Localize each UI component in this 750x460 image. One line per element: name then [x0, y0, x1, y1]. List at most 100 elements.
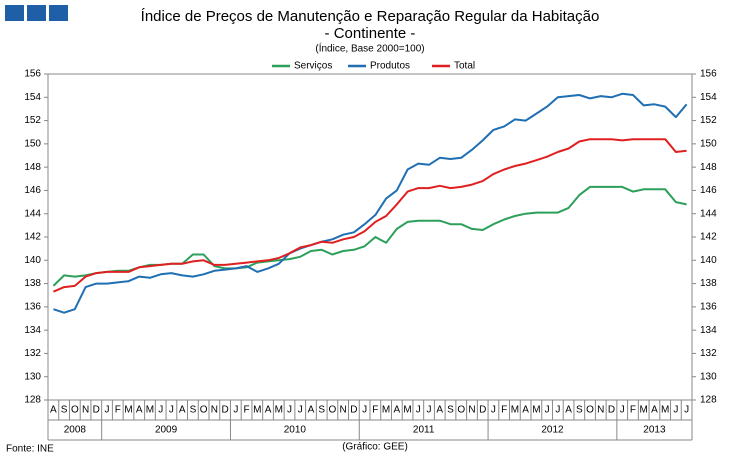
x-tick-label: N — [597, 405, 604, 416]
x-tick-label: J — [416, 405, 421, 416]
x-tick-label: J — [362, 405, 367, 416]
y-tick-label: 136 — [24, 301, 41, 312]
x-tick-label: D — [479, 405, 486, 416]
x-tick-label: A — [179, 405, 186, 416]
x-tick-label: N — [211, 405, 218, 416]
x-tick-label: J — [427, 405, 432, 416]
y-tick-label: 142 — [24, 232, 41, 243]
y-tick-label: 140 — [24, 255, 41, 266]
x-tick-label: S — [61, 405, 68, 416]
y2-tick-label: 152 — [700, 115, 717, 126]
year-label: 2008 — [64, 425, 87, 436]
y2-tick-label: 130 — [700, 371, 717, 382]
x-tick-label: A — [308, 405, 315, 416]
x-tick-label: A — [136, 405, 143, 416]
x-tick-label: D — [608, 405, 615, 416]
x-tick-label: M — [253, 405, 261, 416]
series-line — [53, 92, 688, 314]
x-tick-label: M — [640, 405, 648, 416]
logo-square — [5, 5, 24, 21]
x-tick-label: J — [555, 405, 560, 416]
y-tick-label: 156 — [24, 69, 41, 80]
year-label: 2012 — [541, 425, 564, 436]
x-tick-label: D — [350, 405, 357, 416]
x-tick-label: J — [684, 405, 689, 416]
y2-tick-label: 146 — [700, 185, 717, 196]
y-tick-label: 152 — [24, 115, 41, 126]
legend-label: Serviços — [294, 61, 332, 72]
x-tick-label: M — [146, 405, 154, 416]
y2-tick-label: 136 — [700, 301, 717, 312]
year-label: 2011 — [413, 425, 435, 436]
x-tick-label: A — [565, 405, 572, 416]
y2-tick-label: 154 — [700, 92, 717, 103]
y2-tick-label: 134 — [700, 325, 717, 336]
x-tick-label: D — [221, 405, 228, 416]
y-tick-label: 150 — [24, 138, 41, 149]
y2-tick-label: 150 — [700, 138, 717, 149]
y2-tick-label: 156 — [700, 69, 717, 80]
x-tick-label: J — [158, 405, 163, 416]
source: Fonte: INE — [6, 444, 54, 455]
y2-tick-label: 144 — [700, 208, 717, 219]
x-tick-label: M — [511, 405, 519, 416]
y2-tick-label: 140 — [700, 255, 717, 266]
x-tick-label: J — [545, 405, 550, 416]
unit-note: (Índice, Base 2000=100) — [315, 42, 424, 55]
y2-tick-label: 128 — [700, 395, 717, 406]
legend-label: Produtos — [370, 61, 410, 72]
x-tick-label: F — [501, 405, 507, 416]
x-tick-label: J — [298, 405, 303, 416]
x-tick-label: J — [620, 405, 625, 416]
series-line — [53, 138, 687, 293]
x-tick-label: F — [372, 405, 378, 416]
x-tick-label: O — [200, 405, 208, 416]
x-tick-label: J — [233, 405, 238, 416]
x-tick-label: M — [532, 405, 540, 416]
x-tick-label: A — [651, 405, 658, 416]
x-tick-label: N — [340, 405, 347, 416]
year-label: 2010 — [284, 425, 307, 436]
y-tick-label: 132 — [24, 348, 41, 359]
chart-subtitle: - Continente - — [325, 25, 416, 42]
x-tick-label: O — [457, 405, 465, 416]
logo-square — [27, 5, 46, 21]
x-tick-label: F — [244, 405, 250, 416]
x-tick-label: M — [124, 405, 132, 416]
x-tick-label: M — [275, 405, 283, 416]
y-tick-label: 146 — [24, 185, 41, 196]
y2-tick-label: 132 — [700, 348, 717, 359]
credit: (Gráfico: GEE) — [342, 442, 408, 453]
x-tick-label: S — [447, 405, 454, 416]
x-tick-label: A — [393, 405, 400, 416]
x-tick-label: F — [630, 405, 636, 416]
y2-tick-label: 148 — [700, 162, 717, 173]
legend-label: Total — [454, 61, 475, 72]
x-tick-label: N — [82, 405, 89, 416]
y-tick-label: 134 — [24, 325, 41, 336]
y-tick-label: 128 — [24, 395, 41, 406]
x-tick-label: S — [318, 405, 325, 416]
y-tick-label: 148 — [24, 162, 41, 173]
x-tick-label: N — [468, 405, 475, 416]
year-label: 2009 — [155, 425, 178, 436]
y2-tick-label: 142 — [700, 232, 717, 243]
y-tick-label: 154 — [24, 92, 41, 103]
x-tick-label: J — [105, 405, 110, 416]
x-tick-label: A — [436, 405, 443, 416]
logo-square — [49, 5, 68, 21]
x-tick-label: O — [71, 405, 79, 416]
x-tick-label: J — [491, 405, 496, 416]
x-tick-label: M — [382, 405, 390, 416]
x-tick-label: O — [329, 405, 337, 416]
x-tick-label: D — [93, 405, 100, 416]
x-tick-label: J — [673, 405, 678, 416]
x-tick-label: J — [287, 405, 292, 416]
x-tick-label: O — [586, 405, 594, 416]
x-tick-label: M — [403, 405, 411, 416]
y-tick-label: 130 — [24, 371, 41, 382]
x-tick-label: J — [169, 405, 174, 416]
x-tick-label: M — [661, 405, 669, 416]
